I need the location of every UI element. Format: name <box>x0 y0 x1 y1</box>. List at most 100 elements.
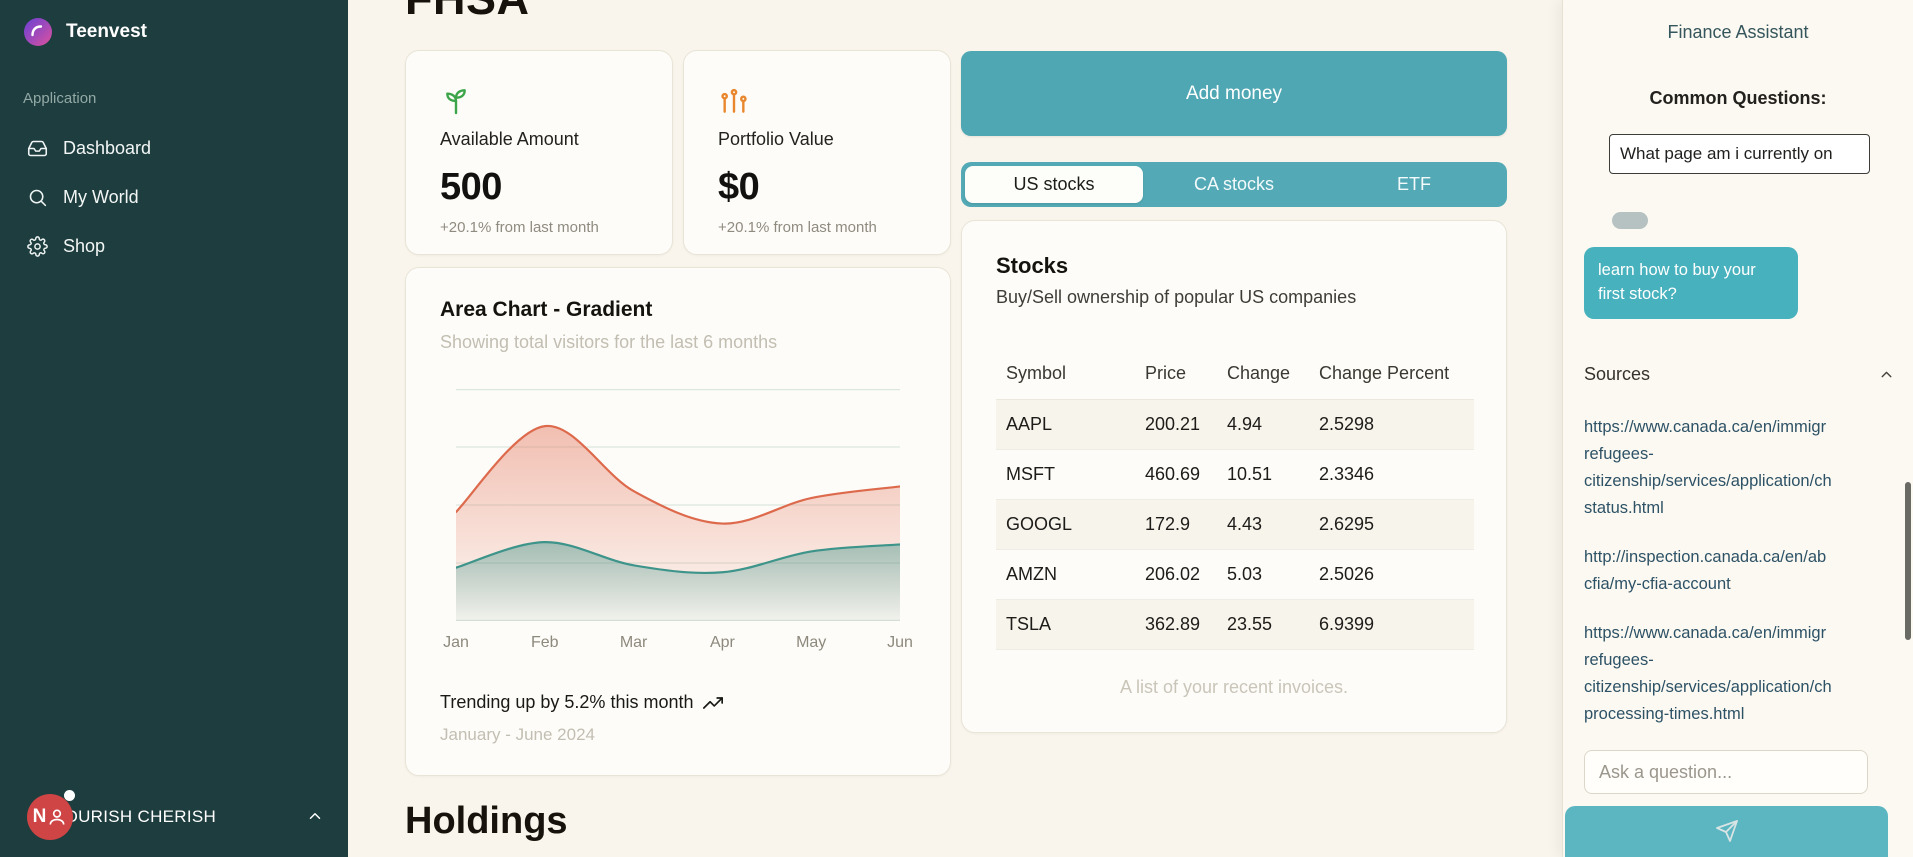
column-header-change: Change <box>1217 349 1309 400</box>
table-row[interactable]: MSFT 460.69 10.51 2.3346 <box>996 449 1474 500</box>
chart-icon <box>721 88 747 113</box>
common-questions-label: Common Questions: <box>1649 88 1827 108</box>
source-line: citizenship/services/application/ch <box>1584 472 1832 490</box>
assistant-title: Finance Assistant <box>1667 22 1809 42</box>
sources-list: https://www.canada.ca/en/immigr refugees… <box>1584 414 1913 750</box>
source-line: citizenship/services/application/ch <box>1584 678 1832 696</box>
chat-pill <box>1612 212 1648 229</box>
sprout-icon <box>446 89 466 115</box>
stat-label: Available Amount <box>440 129 579 149</box>
stat-cards: Available Amount 500 +20.1% from last mo… <box>405 50 951 255</box>
source-line: https://www.canada.ca/en/immigr <box>1584 624 1827 642</box>
sources-label: Sources <box>1584 364 1651 384</box>
gear-icon <box>27 236 48 257</box>
cell-symbol: MSFT <box>996 449 1135 500</box>
cell-change: 23.55 <box>1217 599 1309 650</box>
cell-price: 200.21 <box>1135 399 1217 450</box>
search-icon <box>29 189 47 207</box>
sidebar-section-label: Application <box>23 90 97 107</box>
x-tick: Jan <box>443 634 469 651</box>
column-header-price: Price <box>1135 349 1217 400</box>
sidebar-item-label: My World <box>63 187 139 207</box>
cell-symbol: GOOGL <box>996 499 1135 550</box>
common-question-card[interactable]: What page am i currently on <box>1609 134 1870 174</box>
stocks-title: Stocks <box>996 253 1069 278</box>
cell-change: 4.94 <box>1217 399 1309 450</box>
table-row[interactable]: TSLA 362.89 23.55 6.9399 <box>996 599 1474 650</box>
source-line: status.html <box>1584 499 1664 517</box>
add-money-button[interactable]: Add money <box>961 51 1507 136</box>
tab-us-stocks[interactable]: US stocks <box>965 166 1143 203</box>
chart-period: January - June 2024 <box>440 725 595 744</box>
x-tick: Feb <box>531 634 559 651</box>
tab-etf[interactable]: ETF <box>1397 174 1431 194</box>
source-link[interactable]: http://inspection.canada.ca/en/ab cfia/m… <box>1584 544 1913 598</box>
x-tick: Jun <box>887 634 913 651</box>
inbox-icon <box>27 140 48 157</box>
source-link[interactable]: https://www.canada.ca/en/immigr refugees… <box>1584 414 1913 522</box>
sidebar-item-label: Shop <box>63 236 106 256</box>
holdings-title: Holdings <box>405 800 568 842</box>
sidebar-item-my-world[interactable]: My World <box>0 173 348 222</box>
chevron-up-icon <box>309 813 321 819</box>
trading-column: Add money US stocks CA stocks ETF Stocks… <box>961 51 1507 733</box>
brand-name: Teenvest <box>66 21 147 42</box>
cell-symbol: AAPL <box>996 399 1135 450</box>
stat-card-portfolio-value: Portfolio Value $0 +20.1% from last mont… <box>683 50 951 255</box>
page-title: FHSA <box>405 0 530 25</box>
source-line: processing-times.html <box>1584 705 1745 723</box>
column-header-symbol: Symbol <box>996 349 1135 400</box>
source-link[interactable]: https://www.canada.ca/en/immigr refugees… <box>1584 620 1913 728</box>
source-line: http://inspection.canada.ca/en/ab <box>1584 548 1827 566</box>
table-header-row: Symbol Price Change Change Percent <box>996 349 1474 400</box>
area-chart <box>454 389 902 621</box>
cell-change-percent: 2.6295 <box>1309 499 1474 550</box>
stat-delta: +20.1% from last month <box>440 219 599 236</box>
avatar-initial: N <box>32 806 47 827</box>
suggestion-bubble[interactable]: learn how to buy your first stock? <box>1584 247 1798 319</box>
table-row[interactable]: AAPL 200.21 4.94 2.5298 <box>996 399 1474 450</box>
source-line: refugees- <box>1584 445 1654 463</box>
x-tick: May <box>796 634 827 651</box>
sidebar-item-shop[interactable]: Shop <box>0 222 348 271</box>
user-name: NOURISH CHERISH <box>52 807 217 826</box>
tab-ca-stocks[interactable]: CA stocks <box>1193 174 1275 194</box>
brand[interactable]: Teenvest <box>24 18 147 46</box>
stat-delta: +20.1% from last month <box>718 219 877 236</box>
chart-title: Area Chart - Gradient <box>440 298 653 321</box>
source-line: refugees- <box>1584 651 1654 669</box>
area-chart-svg <box>454 389 902 621</box>
market-tabs: US stocks CA stocks ETF <box>961 162 1507 207</box>
sidebar: Teenvest Application Dashboard My World … <box>0 0 348 857</box>
user-icon <box>49 809 65 825</box>
cell-price: 362.89 <box>1135 599 1217 650</box>
sources-header: Sources <box>1584 364 1895 385</box>
ask-question-input[interactable] <box>1584 750 1868 794</box>
scrollbar-thumb[interactable] <box>1905 482 1911 640</box>
table-row[interactable]: AMZN 206.02 5.03 2.5026 <box>996 549 1474 600</box>
stat-label: Portfolio Value <box>718 129 834 149</box>
cell-change-percent: 6.9399 <box>1309 599 1474 650</box>
x-axis-labels: Jan Feb Mar Apr May Jun <box>443 634 913 654</box>
cell-change: 10.51 <box>1217 449 1309 500</box>
source-line: https://www.canada.ca/en/immigr <box>1584 418 1827 436</box>
sidebar-item-dashboard[interactable]: Dashboard <box>0 124 348 173</box>
x-tick: Mar <box>619 634 648 651</box>
cell-symbol: AMZN <box>996 549 1135 600</box>
user-menu-button[interactable]: NOURISH CHERISH N <box>0 788 348 848</box>
send-button[interactable] <box>1565 806 1888 857</box>
status-dot <box>64 790 75 801</box>
chart-subtitle: Showing total visitors for the last 6 mo… <box>440 332 778 352</box>
cell-change: 4.43 <box>1217 499 1309 550</box>
stat-value: $0 <box>718 166 760 208</box>
cell-price: 206.02 <box>1135 549 1217 600</box>
cell-change-percent: 2.5298 <box>1309 399 1474 450</box>
sidebar-menu: Dashboard My World Shop <box>0 124 348 271</box>
cell-price: 172.9 <box>1135 499 1217 550</box>
trend-row: Trending up by 5.2% this month <box>440 692 724 713</box>
cell-symbol: TSLA <box>996 599 1135 650</box>
table-row[interactable]: GOOGL 172.9 4.43 2.6295 <box>996 499 1474 550</box>
chevron-up-icon[interactable] <box>1878 366 1895 383</box>
stocks-card: Stocks Buy/Sell ownership of popular US … <box>961 220 1507 733</box>
